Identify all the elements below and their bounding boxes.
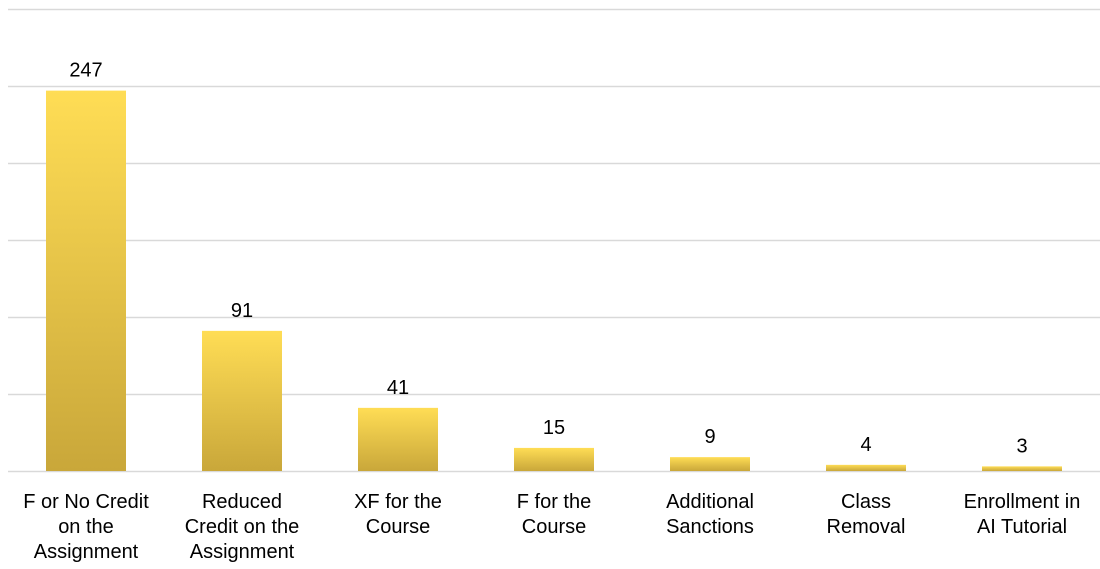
data-label-2: 41	[387, 377, 409, 399]
bar-6	[982, 466, 1062, 471]
category-labels: F or No Credit on the Assignment Reduced Cre…	[23, 491, 1080, 563]
gridlines	[8, 8, 1100, 473]
bar-4	[670, 457, 750, 471]
bar-3	[514, 447, 594, 471]
bar-1	[202, 330, 282, 471]
bar-0	[46, 90, 126, 472]
data-label-0: 247	[69, 60, 102, 82]
bar-2	[358, 407, 438, 471]
category-label-2: XF for the Course	[354, 491, 442, 538]
bars	[46, 90, 1062, 472]
category-label-0: F or No Credit on the Assignment	[23, 491, 149, 563]
category-label-4: Additional Sanctions	[666, 491, 754, 538]
category-label-5: Class Removal	[827, 491, 906, 538]
category-label-3: F for the Course	[517, 491, 591, 538]
bar-5	[826, 464, 906, 471]
data-labels: 247 91 41 15 9 4 3	[69, 60, 1027, 458]
data-label-4: 9	[704, 426, 715, 448]
data-label-3: 15	[543, 417, 565, 439]
data-label-1: 91	[231, 300, 253, 322]
category-label-1: Reduced Credit on the Assignment	[185, 491, 300, 563]
data-label-5: 4	[860, 434, 871, 456]
category-label-6: Enrollment in AI Tutorial	[964, 491, 1081, 538]
data-label-6: 3	[1016, 435, 1027, 457]
